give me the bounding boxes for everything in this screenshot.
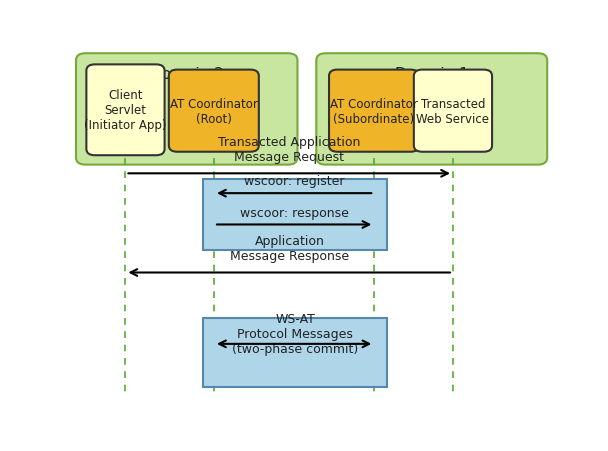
Text: Transacted Application
Message Request: Transacted Application Message Request — [218, 136, 361, 164]
Text: WS-AT
Protocol Messages
(two-phase commit): WS-AT Protocol Messages (two-phase commi… — [232, 312, 358, 355]
Text: Transacted
Web Service: Transacted Web Service — [416, 97, 489, 125]
FancyBboxPatch shape — [169, 70, 259, 152]
Text: Domain 2: Domain 2 — [150, 67, 224, 82]
FancyBboxPatch shape — [329, 70, 419, 152]
Text: AT Coordinator
(Root): AT Coordinator (Root) — [170, 97, 258, 125]
FancyBboxPatch shape — [414, 70, 492, 152]
Text: wscoor: register: wscoor: register — [244, 175, 344, 188]
Text: Client
Servlet
(Initiator App): Client Servlet (Initiator App) — [85, 89, 167, 132]
Text: AT Coordinator
(Subordinate): AT Coordinator (Subordinate) — [330, 97, 418, 125]
FancyBboxPatch shape — [316, 54, 547, 165]
Bar — [203, 179, 387, 250]
FancyBboxPatch shape — [76, 54, 297, 165]
Bar — [203, 318, 387, 387]
Text: Application
Message Response: Application Message Response — [230, 235, 349, 262]
Text: Domain 1: Domain 1 — [395, 67, 469, 82]
FancyBboxPatch shape — [86, 65, 165, 156]
Text: wscoor: response: wscoor: response — [240, 206, 348, 219]
